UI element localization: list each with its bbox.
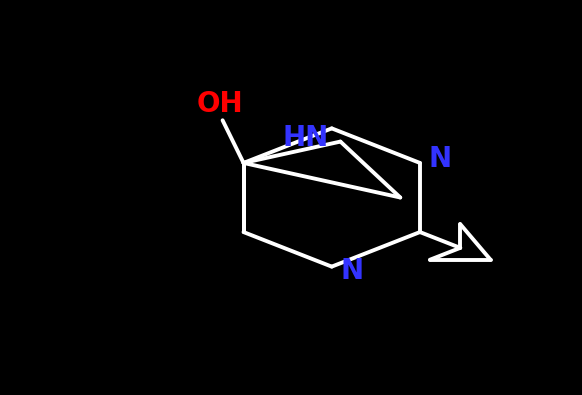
Text: OH: OH <box>196 90 243 118</box>
Text: N: N <box>340 257 364 284</box>
Text: N: N <box>429 145 452 173</box>
Text: HN: HN <box>282 124 329 152</box>
